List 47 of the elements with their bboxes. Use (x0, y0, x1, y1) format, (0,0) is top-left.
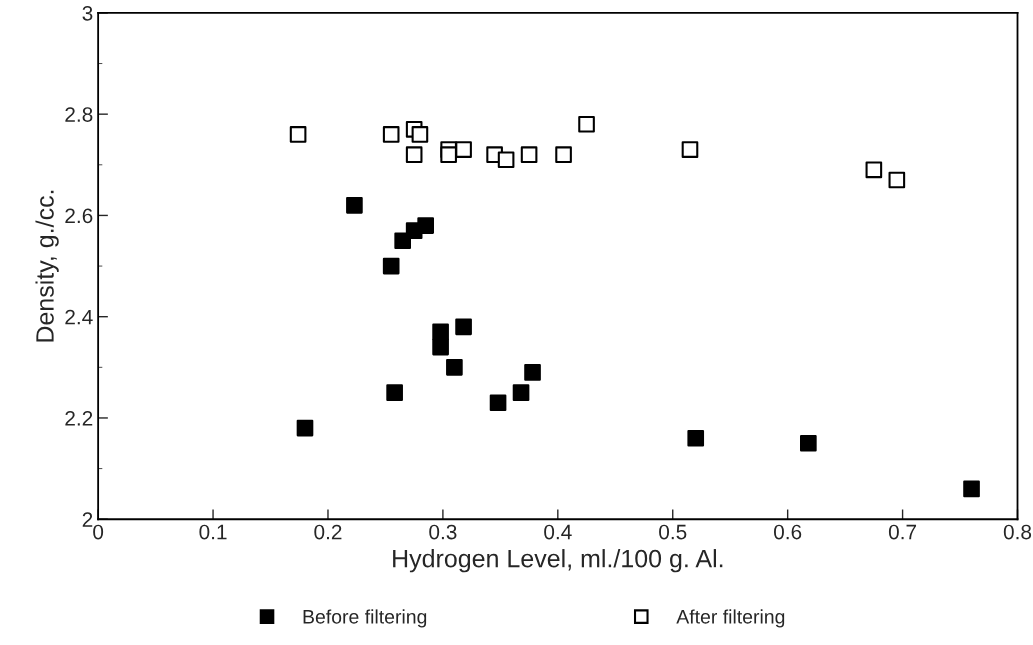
y-tick-label: 2 (82, 512, 93, 527)
point (432, 338, 449, 356)
point (520, 146, 538, 163)
point (963, 480, 980, 498)
x-tick-label: 0.5 (659, 524, 687, 540)
x-axis-title: Hydrogen Level, ml./100 g. Al. (393, 549, 723, 573)
point (346, 196, 363, 214)
point (681, 141, 699, 158)
x-tick-label: 0.4 (544, 524, 572, 540)
y-axis-title: Density, g./cc. (35, 190, 59, 342)
point (687, 429, 705, 447)
point (411, 126, 429, 143)
point (524, 364, 541, 381)
legend-label: After filtering (676, 609, 785, 628)
x-tick-label: 0.1 (199, 524, 227, 540)
point (497, 151, 515, 169)
point (296, 419, 314, 437)
point (386, 384, 403, 401)
point (455, 318, 472, 336)
x-tick-label: 0.2 (314, 524, 342, 540)
point (489, 394, 507, 412)
y-tick-label: 2.4 (65, 309, 93, 325)
point (512, 384, 530, 401)
point (440, 146, 457, 163)
y-tick-label: 2.2 (65, 410, 93, 426)
x-tick-label: 0.8 (1003, 524, 1032, 540)
point (578, 115, 595, 133)
point (382, 126, 400, 143)
point (417, 217, 434, 234)
point (888, 171, 906, 189)
point (455, 141, 472, 158)
x-tick-label: 0 (93, 524, 104, 540)
point (289, 126, 307, 143)
legend-label: Before filtering (303, 609, 427, 628)
point (555, 146, 572, 163)
x-tick-label: 0.7 (888, 524, 917, 540)
y-tick-label: 2.8 (65, 107, 93, 122)
x-tick-label: 0.6 (774, 524, 802, 540)
point (865, 161, 883, 179)
y-tick-label: 2.6 (65, 208, 93, 224)
point (800, 434, 817, 452)
point (446, 359, 463, 376)
y-tick-label: 3 (82, 5, 93, 21)
point (432, 323, 449, 341)
point (405, 146, 423, 163)
x-tick-label: 0.3 (429, 524, 457, 540)
point (382, 257, 400, 275)
